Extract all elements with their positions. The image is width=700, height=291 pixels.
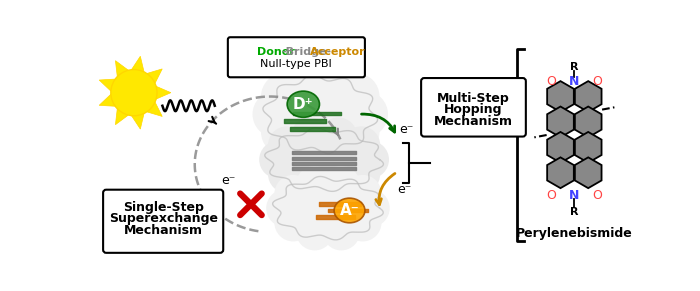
Text: e⁻: e⁻ (400, 123, 414, 136)
Circle shape (284, 120, 330, 166)
Text: R: R (570, 207, 579, 217)
Polygon shape (547, 132, 574, 163)
Text: Multi-Step: Multi-Step (437, 92, 510, 104)
Text: N: N (569, 75, 580, 88)
Polygon shape (156, 86, 171, 99)
Text: O: O (592, 189, 603, 202)
Text: O: O (592, 75, 603, 88)
Text: Acceptor: Acceptor (310, 47, 366, 57)
Circle shape (342, 91, 388, 137)
Text: A⁻: A⁻ (340, 203, 359, 218)
Circle shape (296, 166, 333, 204)
Polygon shape (116, 61, 128, 77)
Circle shape (291, 118, 329, 155)
Circle shape (319, 118, 357, 155)
Circle shape (311, 120, 357, 166)
Text: N: N (569, 189, 580, 202)
Text: Single-Step: Single-Step (122, 201, 204, 214)
Ellipse shape (334, 198, 365, 223)
Text: R: R (570, 62, 579, 72)
Circle shape (323, 213, 360, 250)
Circle shape (253, 91, 299, 137)
Circle shape (323, 166, 360, 204)
Polygon shape (132, 113, 144, 129)
Text: O: O (546, 189, 556, 202)
Circle shape (268, 155, 306, 193)
Circle shape (319, 164, 357, 202)
Polygon shape (575, 132, 601, 163)
Circle shape (266, 189, 304, 227)
Circle shape (352, 189, 390, 227)
Circle shape (111, 70, 157, 116)
Circle shape (333, 73, 379, 120)
Circle shape (344, 175, 382, 212)
FancyBboxPatch shape (103, 190, 223, 253)
Ellipse shape (287, 188, 369, 228)
Text: Null-type PBI: Null-type PBI (260, 59, 332, 69)
Polygon shape (575, 81, 601, 112)
Circle shape (261, 109, 307, 155)
Polygon shape (547, 81, 574, 112)
Circle shape (259, 141, 297, 178)
Text: Superexchange: Superexchange (108, 212, 218, 226)
Circle shape (333, 109, 379, 155)
Ellipse shape (280, 140, 368, 180)
Polygon shape (147, 102, 162, 116)
Circle shape (284, 62, 330, 109)
Text: D⁺: D⁺ (293, 97, 314, 112)
Text: Mechanism: Mechanism (124, 224, 203, 237)
Polygon shape (547, 107, 574, 137)
Circle shape (261, 73, 307, 120)
Text: O: O (546, 75, 556, 88)
Circle shape (274, 204, 312, 242)
Text: Donor: Donor (257, 47, 295, 57)
Polygon shape (99, 79, 116, 91)
Text: e⁻: e⁻ (222, 173, 236, 187)
Polygon shape (116, 109, 128, 125)
Polygon shape (575, 157, 601, 188)
Circle shape (342, 155, 380, 193)
FancyBboxPatch shape (228, 37, 365, 77)
Circle shape (351, 141, 389, 178)
Circle shape (344, 204, 382, 242)
Text: Hopping: Hopping (444, 103, 503, 116)
Circle shape (291, 164, 329, 202)
Ellipse shape (287, 91, 319, 117)
Circle shape (342, 126, 380, 164)
Text: Perylenebismide: Perylenebismide (516, 227, 633, 240)
Circle shape (268, 126, 306, 164)
Circle shape (311, 62, 357, 109)
Polygon shape (132, 56, 144, 72)
Circle shape (274, 175, 312, 212)
Ellipse shape (278, 90, 363, 139)
Polygon shape (575, 107, 601, 137)
FancyBboxPatch shape (421, 78, 526, 136)
Polygon shape (99, 94, 116, 106)
Polygon shape (547, 157, 574, 188)
Text: -Bridge-: -Bridge- (281, 47, 331, 57)
Text: e⁻: e⁻ (398, 183, 412, 196)
Text: Mechanism: Mechanism (434, 115, 513, 128)
Polygon shape (147, 69, 162, 83)
Circle shape (296, 213, 333, 250)
